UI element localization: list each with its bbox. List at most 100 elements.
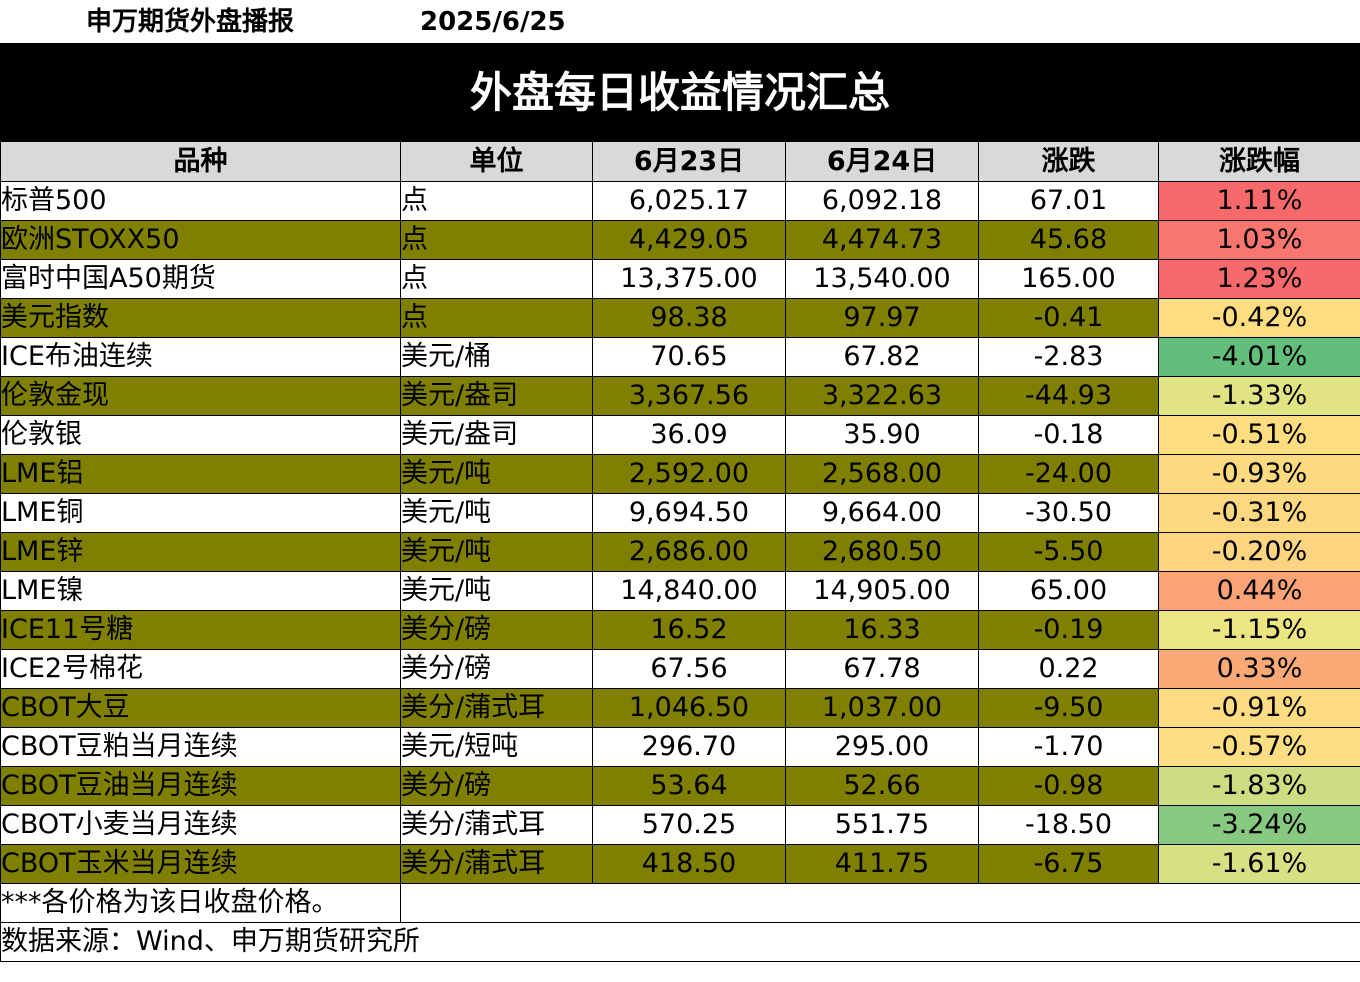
cell-price-day1: 2,592.00	[592, 454, 786, 494]
table-row: LME锌 美元/吨 2,686.00 2,680.50 -5.50 -0.20%	[0, 532, 1360, 572]
cell-price-day1: 418.50	[592, 844, 786, 884]
cell-name: 富时中国A50期货	[0, 259, 401, 299]
cell-pct-change: -3.24%	[1158, 805, 1360, 845]
page-title: 外盘每日收益情况汇总	[0, 44, 1360, 141]
cell-name: 美元指数	[0, 298, 401, 338]
cell-pct-change: -0.91%	[1158, 688, 1360, 728]
cell-unit: 美分/蒲式耳	[400, 805, 593, 845]
table-row: LME镍 美元/吨 14,840.00 14,905.00 65.00 0.44%	[0, 571, 1360, 611]
cell-unit: 点	[400, 181, 593, 221]
cell-name: LME镍	[0, 571, 401, 611]
cell-unit: 美元/桶	[400, 337, 593, 377]
cell-unit: 美元/吨	[400, 454, 593, 494]
report-org-title: 申万期货外盘播报	[86, 7, 295, 37]
table-row: ICE布油连续 美元/桶 70.65 67.82 -2.83 -4.01%	[0, 337, 1360, 377]
cell-price-day2: 4,474.73	[785, 220, 979, 260]
table-row: CBOT小麦当月连续 美分/蒲式耳 570.25 551.75 -18.50 -3.24%	[0, 805, 1360, 845]
cell-pct-change: 0.44%	[1158, 571, 1360, 611]
table-row: 标普500 点 6,025.17 6,092.18 67.01 1.11%	[0, 181, 1360, 221]
cell-price-day1: 296.70	[592, 727, 786, 767]
cell-change: -5.50	[978, 532, 1159, 572]
report-header: 申万期货外盘播报 2025/6/25	[0, 0, 1360, 44]
cell-name: 标普500	[0, 181, 401, 221]
cell-price-day2: 2,568.00	[785, 454, 979, 494]
cell-price-day1: 70.65	[592, 337, 786, 377]
footnote-row: ***各价格为该日收盘价格。	[0, 883, 1360, 923]
cell-unit: 美分/磅	[400, 649, 593, 689]
cell-change: 165.00	[978, 259, 1159, 299]
cell-name: 伦敦金现	[0, 376, 401, 416]
cell-price-day2: 97.97	[785, 298, 979, 338]
cell-change: -9.50	[978, 688, 1159, 728]
table-row: CBOT玉米当月连续 美分/蒲式耳 418.50 411.75 -6.75 -1.61%	[0, 844, 1360, 884]
cell-change: -2.83	[978, 337, 1159, 377]
cell-name: ICE2号棉花	[0, 649, 401, 689]
cell-change: 67.01	[978, 181, 1159, 221]
cell-change: -30.50	[978, 493, 1159, 533]
cell-unit: 美元/短吨	[400, 727, 593, 767]
cell-name: ICE布油连续	[0, 337, 401, 377]
cell-pct-change: -1.61%	[1158, 844, 1360, 884]
cell-pct-change: -4.01%	[1158, 337, 1360, 377]
cell-change: -0.18	[978, 415, 1159, 455]
cell-name: CBOT玉米当月连续	[0, 844, 401, 884]
cell-price-day1: 2,686.00	[592, 532, 786, 572]
cell-unit: 美元/盎司	[400, 415, 593, 455]
table-row: ICE11号糖 美分/磅 16.52 16.33 -0.19 -1.15%	[0, 610, 1360, 650]
cell-price-day1: 67.56	[592, 649, 786, 689]
cell-name: 伦敦银	[0, 415, 401, 455]
cell-price-day2: 9,664.00	[785, 493, 979, 533]
cell-unit: 点	[400, 298, 593, 338]
cell-change: 45.68	[978, 220, 1159, 260]
cell-unit: 点	[400, 259, 593, 299]
cell-pct-change: -1.15%	[1158, 610, 1360, 650]
cell-price-day2: 14,905.00	[785, 571, 979, 611]
cell-change: -6.75	[978, 844, 1159, 884]
report-date: 2025/6/25	[420, 7, 566, 37]
cell-name: CBOT大豆	[0, 688, 401, 728]
table-row: CBOT豆粕当月连续 美元/短吨 296.70 295.00 -1.70 -0.57%	[0, 727, 1360, 767]
cell-unit: 美元/盎司	[400, 376, 593, 416]
cell-price-day2: 6,092.18	[785, 181, 979, 221]
table-row: LME铜 美元/吨 9,694.50 9,664.00 -30.50 -0.31%	[0, 493, 1360, 533]
cell-pct-change: -0.93%	[1158, 454, 1360, 494]
cell-name: CBOT豆油当月连续	[0, 766, 401, 806]
cell-name: CBOT小麦当月连续	[0, 805, 401, 845]
cell-price-day2: 1,037.00	[785, 688, 979, 728]
table-row: 富时中国A50期货点 13,375.00 13,540.00 165.00 1.23%	[0, 259, 1360, 299]
cell-pct-change: 0.33%	[1158, 649, 1360, 689]
cell-change: -44.93	[978, 376, 1159, 416]
cell-change: 0.22	[978, 649, 1159, 689]
cell-price-day2: 35.90	[785, 415, 979, 455]
cell-pct-change: 1.11%	[1158, 181, 1360, 221]
cell-change: 65.00	[978, 571, 1159, 611]
table-row: CBOT大豆 美分/蒲式耳 1,046.50 1,037.00 -9.50 -0.91%	[0, 688, 1360, 728]
column-header-change: 涨跌	[978, 141, 1159, 182]
footnote-empty	[400, 883, 1360, 923]
cell-price-day2: 295.00	[785, 727, 979, 767]
cell-price-day2: 52.66	[785, 766, 979, 806]
cell-pct-change: -0.42%	[1158, 298, 1360, 338]
cell-price-day1: 6,025.17	[592, 181, 786, 221]
cell-price-day2: 3,322.63	[785, 376, 979, 416]
cell-pct-change: -1.33%	[1158, 376, 1360, 416]
cell-price-day1: 98.38	[592, 298, 786, 338]
cell-price-day2: 67.78	[785, 649, 979, 689]
table-row: ICE2号棉花 美分/磅 67.56 67.78 0.22 0.33%	[0, 649, 1360, 689]
cell-price-day1: 4,429.05	[592, 220, 786, 260]
cell-unit: 美分/蒲式耳	[400, 844, 593, 884]
cell-pct-change: -0.51%	[1158, 415, 1360, 455]
cell-unit: 美元/吨	[400, 493, 593, 533]
cell-name: 欧洲STOXX50	[0, 220, 401, 260]
cell-price-day1: 16.52	[592, 610, 786, 650]
table-row: LME铝 美元/吨 2,592.00 2,568.00 -24.00 -0.93%	[0, 454, 1360, 494]
cell-unit: 点	[400, 220, 593, 260]
cell-change: -0.98	[978, 766, 1159, 806]
cell-price-day2: 16.33	[785, 610, 979, 650]
table-row: 伦敦银 美元/盎司 36.09 35.90 -0.18 -0.51%	[0, 415, 1360, 455]
cell-name: LME铜	[0, 493, 401, 533]
cell-price-day1: 53.64	[592, 766, 786, 806]
cell-pct-change: -1.83%	[1158, 766, 1360, 806]
footnote-text: ***各价格为该日收盘价格。	[0, 883, 401, 923]
cell-price-day2: 411.75	[785, 844, 979, 884]
